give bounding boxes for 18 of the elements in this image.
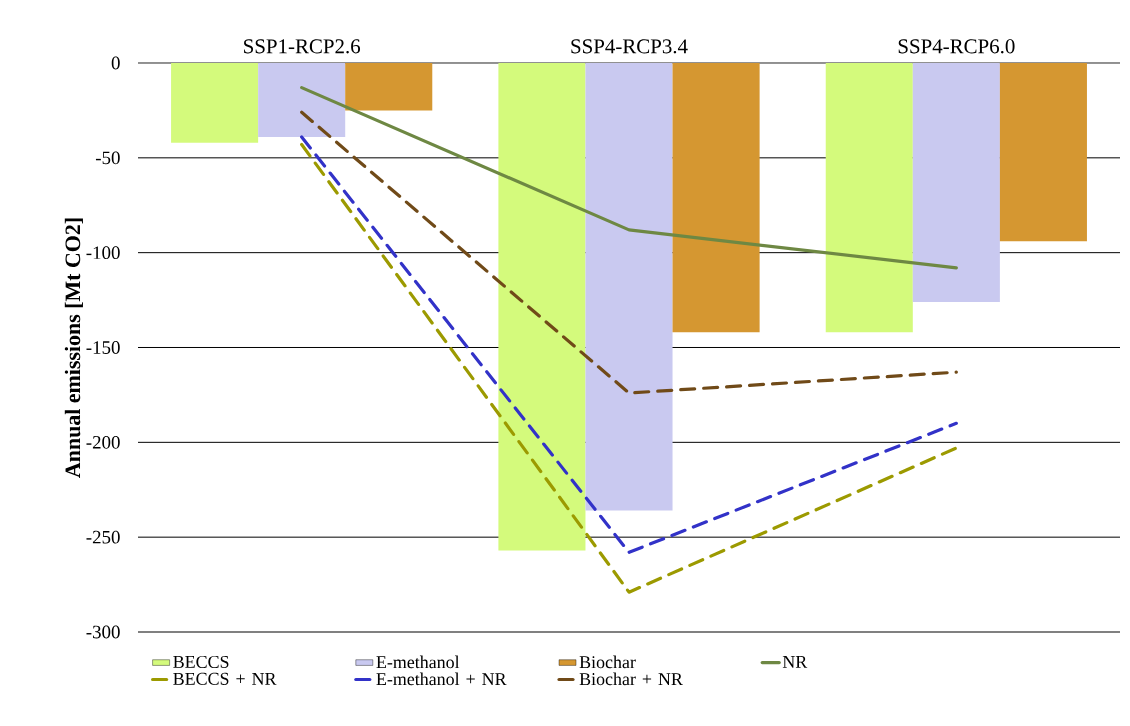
legend-label: Biochar — [579, 655, 636, 669]
y-tick-label: 0 — [111, 56, 120, 70]
legend-label: Biochar + NR — [579, 672, 683, 686]
y-tick-label: -250 — [86, 530, 120, 544]
legend-label: BECCS — [173, 655, 229, 668]
legend-label: BECCS + NR — [173, 672, 277, 685]
y-tick-label: -50 — [95, 151, 120, 165]
y-tick-label: -100 — [86, 246, 120, 260]
y-axis-title: Annual emissions [Mt CO2] — [64, 218, 83, 478]
x-tick-label: SSP1-RCP2.6 — [244, 39, 361, 54]
x-tick-label: SSP4-RCP3.4 — [571, 39, 688, 54]
x-tick-label: SSP4-RCP6.0 — [898, 39, 1015, 54]
y-tick-label: -150 — [86, 341, 120, 354]
legend-label: E-methanol — [376, 655, 460, 669]
y-tick-label: -300 — [86, 625, 120, 639]
legend-label: E-methanol + NR — [376, 672, 507, 686]
legend-label: NR — [782, 655, 808, 668]
y-tick-label: -200 — [86, 435, 120, 449]
